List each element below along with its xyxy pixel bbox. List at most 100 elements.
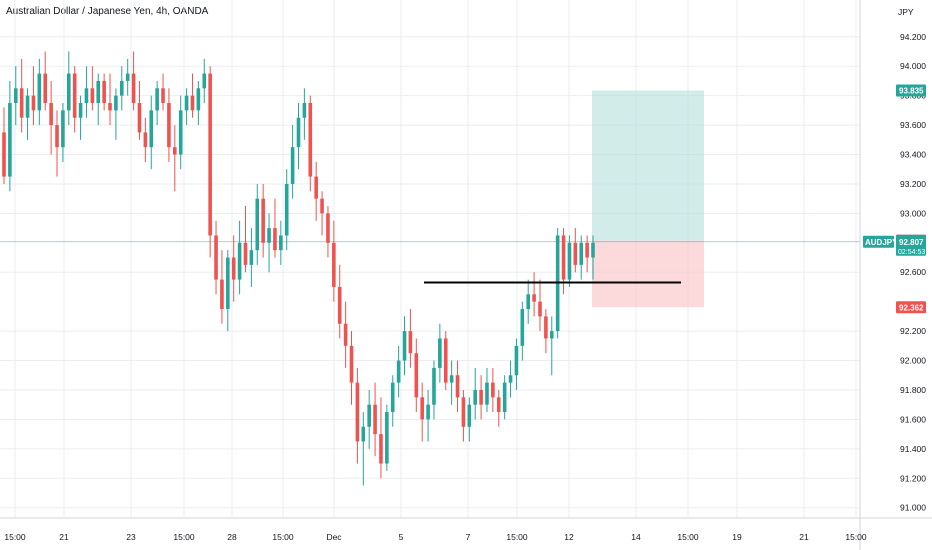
candle-body bbox=[78, 103, 83, 118]
candle-body bbox=[220, 279, 224, 310]
candle-body bbox=[149, 110, 154, 148]
candle-body bbox=[390, 382, 395, 413]
candle-body bbox=[284, 183, 289, 236]
candle-body bbox=[296, 117, 301, 148]
candle-body bbox=[96, 80, 101, 104]
x-tick-label: 15:00 bbox=[4, 532, 26, 542]
current-price-tag-bg bbox=[896, 235, 926, 256]
candle-body bbox=[443, 338, 448, 383]
candle-body bbox=[255, 198, 260, 251]
candle-body bbox=[337, 286, 342, 324]
candle-body bbox=[526, 294, 531, 310]
y-tick-label: 93.600 bbox=[900, 120, 926, 130]
candle-body bbox=[314, 176, 318, 199]
candle-body bbox=[438, 338, 442, 368]
x-tick-label: 28 bbox=[227, 532, 237, 542]
candle-body bbox=[308, 103, 313, 177]
x-tick-label: 15:00 bbox=[272, 532, 294, 542]
y-tick-label: 93.000 bbox=[900, 208, 926, 218]
chart-title: Australian Dollar / Japanese Yen, 4h, OA… bbox=[6, 6, 209, 17]
candle-body bbox=[8, 103, 12, 177]
current-price-tag: 92.807 bbox=[899, 238, 924, 247]
x-tick-label: 15:00 bbox=[677, 532, 699, 542]
y-tick-label: 91.400 bbox=[900, 444, 926, 454]
candle-body bbox=[343, 323, 348, 346]
candle-body bbox=[449, 375, 454, 383]
candle-body bbox=[243, 242, 248, 265]
candle-body bbox=[143, 132, 148, 148]
y-tick-label: 92.000 bbox=[900, 356, 926, 366]
x-tick-label: Dec bbox=[326, 532, 342, 542]
candle-body bbox=[455, 375, 460, 398]
candle-body bbox=[249, 250, 254, 265]
candle-body bbox=[161, 88, 165, 104]
x-tick-label: 15:00 bbox=[173, 532, 195, 542]
candle-body bbox=[273, 228, 277, 251]
candle-body bbox=[72, 73, 77, 118]
target-price-tag-bg bbox=[896, 84, 926, 97]
candle-body bbox=[485, 382, 489, 405]
candle-body bbox=[349, 345, 354, 383]
candle-body bbox=[579, 242, 584, 265]
candle-body bbox=[90, 88, 95, 104]
target-price-tag: 93.835 bbox=[899, 87, 924, 96]
candle-body bbox=[61, 110, 65, 148]
candle-body bbox=[432, 367, 436, 405]
candle-body bbox=[173, 147, 177, 155]
loss-zone bbox=[592, 240, 704, 308]
candle-body bbox=[326, 213, 330, 243]
candle-body bbox=[155, 88, 159, 111]
candle-body bbox=[267, 228, 271, 243]
candle-body bbox=[361, 426, 366, 442]
candle-body bbox=[214, 235, 218, 280]
candle-body bbox=[66, 73, 71, 111]
grid bbox=[0, 0, 860, 518]
y-tick-label: 91.600 bbox=[900, 414, 926, 424]
candle-body bbox=[279, 235, 283, 251]
candle-body bbox=[19, 88, 24, 118]
candle-body bbox=[226, 257, 230, 310]
candle-body bbox=[31, 95, 36, 111]
x-tick-label: 12 bbox=[564, 532, 574, 542]
candle-body bbox=[402, 331, 407, 361]
candle-body bbox=[549, 331, 554, 339]
candle-body bbox=[2, 132, 6, 177]
y-tick-label: 94.200 bbox=[900, 32, 926, 42]
candle-body bbox=[196, 88, 201, 111]
candle-body bbox=[491, 382, 495, 398]
symbol-tag-bg bbox=[863, 235, 894, 248]
y-tick-label: 93.200 bbox=[900, 179, 926, 189]
y-tick-label: 94.000 bbox=[900, 61, 926, 71]
x-tick-label: 14 bbox=[631, 532, 641, 542]
candle-body bbox=[538, 301, 542, 317]
y-tick-label: 92.600 bbox=[900, 267, 926, 277]
position-zones[interactable] bbox=[592, 90, 704, 308]
candle-body bbox=[184, 95, 189, 111]
y-tick-label: 91.000 bbox=[900, 503, 926, 513]
candle-body bbox=[396, 360, 401, 383]
candle-body bbox=[367, 404, 371, 427]
candle-body bbox=[585, 242, 589, 258]
stop-price-tag-bg bbox=[896, 301, 926, 314]
candle-body bbox=[13, 88, 18, 104]
symbol-tag: AUDJPY bbox=[865, 238, 898, 247]
overlays[interactable] bbox=[0, 241, 860, 284]
candle-body bbox=[55, 125, 59, 148]
candle-body bbox=[302, 103, 307, 118]
candle-body bbox=[102, 80, 106, 104]
candle-body bbox=[408, 331, 413, 354]
candle-body bbox=[43, 73, 48, 104]
candle-body bbox=[496, 397, 501, 413]
candle-body bbox=[231, 257, 236, 280]
candles bbox=[2, 51, 595, 486]
candle-body bbox=[467, 404, 472, 427]
x-tick-label: 23 bbox=[126, 532, 136, 542]
candle-body bbox=[237, 242, 242, 280]
candle-body bbox=[49, 103, 53, 126]
candle-body bbox=[290, 147, 295, 184]
stop-price-tag: 92.362 bbox=[899, 303, 924, 312]
x-tick-label: 5 bbox=[399, 532, 404, 542]
candle-body bbox=[261, 198, 265, 243]
